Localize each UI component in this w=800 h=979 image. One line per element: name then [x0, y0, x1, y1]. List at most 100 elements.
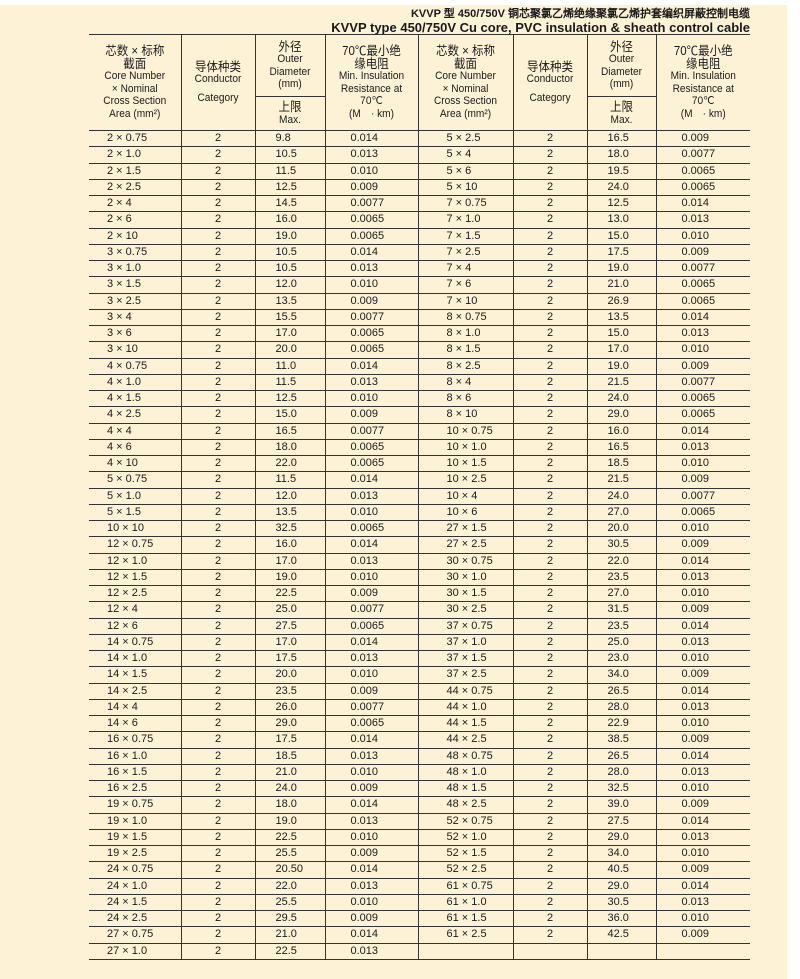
cell-insulation-resistance: 0.014	[324, 633, 419, 652]
cell-conductor: 2	[512, 568, 588, 587]
cell-insulation-resistance: 0.013	[655, 568, 750, 587]
cell-insulation-resistance: 0.0077	[324, 422, 419, 440]
cell-insulation-resistance: 0.014	[324, 926, 419, 944]
table-row: 2 × 6 2 16.0 0.0065 7 × 1.0 2 13.0 0.013	[89, 211, 750, 229]
cell-conductor: 2	[512, 633, 588, 652]
cell-conductor: 2	[180, 162, 256, 180]
cell-core-area: 14 × 1.5	[89, 666, 182, 684]
cell-core-area: 19 × 2.5	[89, 844, 182, 863]
cell-insulation-resistance: 0.013	[324, 373, 419, 392]
cell-outer-diameter: 29.0	[586, 877, 657, 895]
cell-insulation-resistance: 0.0065	[655, 276, 750, 294]
cell-outer-diameter: 20.0	[254, 341, 326, 359]
cell-outer-diameter: 23.5	[254, 682, 326, 700]
cell-core-area: 5 × 6	[417, 162, 514, 180]
cell-conductor: 2	[512, 893, 588, 912]
table-row: 14 × 1.0 2 17.5 0.013 37 × 1.5 2 23.0 0.010	[89, 649, 750, 668]
cell-conductor: 2	[512, 454, 588, 473]
cell-core-area: 2 × 1.5	[89, 162, 182, 180]
table-row: 19 × 1.5 2 22.5 0.010 52 × 1.0 2 29.0 0.013	[89, 828, 750, 847]
cell-conductor: 2	[180, 552, 256, 570]
cell-insulation-resistance: 0.014	[655, 617, 750, 635]
cell-conductor: 2	[512, 373, 588, 392]
table-row: 4 × 10 2 22.0 0.0065 10 × 1.5 2 18.5 0.010	[89, 454, 750, 473]
cell-outer-diameter: 17.0	[254, 633, 326, 652]
cell-insulation-resistance: 0.014	[655, 747, 750, 765]
cell-core-area: 5 × 4	[417, 146, 514, 164]
cell-core-area: 2 × 6	[89, 211, 182, 229]
cell-outer-diameter: 26.5	[586, 747, 657, 765]
cell-core-area: 8 × 6	[417, 389, 514, 408]
cell-insulation-resistance: 0.010	[324, 828, 419, 847]
cell-core-area: 5 × 1.5	[89, 503, 182, 522]
cell-conductor: 2	[180, 178, 256, 197]
cell-conductor: 2	[180, 649, 256, 668]
cell-conductor: 2	[180, 389, 256, 408]
cell-outer-diameter: 32.5	[254, 519, 326, 538]
cell-conductor: 2	[512, 731, 588, 749]
cell-conductor: 2	[512, 422, 588, 440]
cell-insulation-resistance: 0.0077	[655, 487, 750, 505]
cell-outer-diameter: 17.0	[254, 324, 326, 343]
cell-insulation-resistance: 0.0077	[655, 146, 750, 164]
cell-outer-diameter: 13.5	[254, 292, 326, 310]
cell-outer-diameter: 17.0	[254, 552, 326, 570]
cell-core-area: 30 × 1.5	[417, 584, 514, 603]
cell-core-area: 61 × 2.5	[417, 926, 514, 944]
table-row: 2 × 1.5 2 11.5 0.010 5 × 6 2 19.5 0.0065	[89, 162, 750, 180]
cell-outer-diameter: 17.5	[586, 243, 657, 262]
cell-outer-diameter: 42.5	[586, 926, 657, 944]
cell-insulation-resistance: 0.009	[324, 909, 419, 928]
table-row: 3 × 6 2 17.0 0.0065 8 × 1.0 2 15.0 0.013	[89, 324, 750, 343]
cell-core-area: 37 × 1.0	[417, 633, 514, 652]
cell-insulation-resistance: 0.013	[324, 487, 419, 505]
cell-core-area: 8 × 0.75	[417, 308, 514, 327]
cell-core-area: 8 × 10	[417, 406, 514, 424]
cell-conductor: 2	[180, 617, 256, 635]
cell-insulation-resistance: 0.014	[655, 877, 750, 895]
cell-insulation-resistance: 0.013	[324, 812, 419, 830]
cell-core-area: 27 × 1.0	[89, 942, 182, 960]
header-conductor: 导体种类 Conductor Category	[183, 34, 253, 131]
cell-insulation-resistance: 0.009	[655, 357, 750, 375]
table-row: 4 × 6 2 18.0 0.0065 10 × 1.0 2 16.5 0.013	[89, 438, 750, 457]
cell-outer-diameter: 22.5	[254, 942, 326, 960]
cell-insulation-resistance: 0.0065	[655, 406, 750, 424]
cell-core-area: 2 × 10	[89, 227, 182, 245]
cell-core-area: 10 × 6	[417, 503, 514, 522]
cell-outer-diameter: 12.5	[586, 194, 657, 213]
cell-core-area: 5 × 1.0	[89, 487, 182, 505]
cell-outer-diameter: 17.5	[254, 731, 326, 749]
cell-outer-diameter: 34.0	[586, 666, 657, 684]
cell-conductor: 2	[180, 828, 256, 847]
cell-conductor: 2	[180, 438, 256, 457]
table-row: 3 × 4 2 15.5 0.0077 8 × 0.75 2 13.5 0.014	[89, 308, 750, 327]
cell-core-area: 10 × 10	[89, 519, 182, 538]
cell-conductor: 2	[512, 714, 588, 733]
cell-outer-diameter: 16.5	[586, 129, 657, 148]
table-row: 12 × 1.0 2 17.0 0.013 30 × 0.75 2 22.0 0.014	[89, 552, 750, 570]
cell-conductor: 2	[512, 926, 588, 944]
cell-core-area: 52 × 0.75	[417, 812, 514, 830]
cell-core-area: 14 × 1.0	[89, 649, 182, 668]
table-row: 24 × 2.5 2 29.5 0.009 61 × 1.5 2 36.0 0.010	[89, 909, 750, 928]
cell-outer-diameter: 13.0	[586, 211, 657, 229]
cell-insulation-resistance: 0.009	[655, 861, 750, 879]
cell-conductor: 2	[180, 682, 256, 700]
table-row: 24 × 1.5 2 25.5 0.010 61 × 1.0 2 30.5 0.013	[89, 893, 750, 912]
cell-conductor: 2	[180, 471, 256, 489]
cell-conductor: 2	[512, 146, 588, 164]
cell-outer-diameter: 12.0	[254, 276, 326, 294]
cell-outer-diameter: 11.5	[254, 373, 326, 392]
cell-core-area: 4 × 1.5	[89, 389, 182, 408]
cell-insulation-resistance: 0.010	[655, 779, 750, 798]
cell-core-area: 12 × 2.5	[89, 584, 182, 603]
cell-outer-diameter: 23.5	[586, 568, 657, 587]
table-row: 5 × 0.75 2 11.5 0.014 10 × 2.5 2 21.5 0.009	[89, 471, 750, 489]
cell-outer-diameter: 20.0	[254, 666, 326, 684]
cell-outer-diameter: 10.5	[254, 243, 326, 262]
cell-outer-diameter: 30.5	[586, 536, 657, 554]
cell-insulation-resistance: 0.009	[324, 682, 419, 700]
cell-conductor: 2	[512, 389, 588, 408]
cell-outer-diameter	[586, 942, 657, 960]
